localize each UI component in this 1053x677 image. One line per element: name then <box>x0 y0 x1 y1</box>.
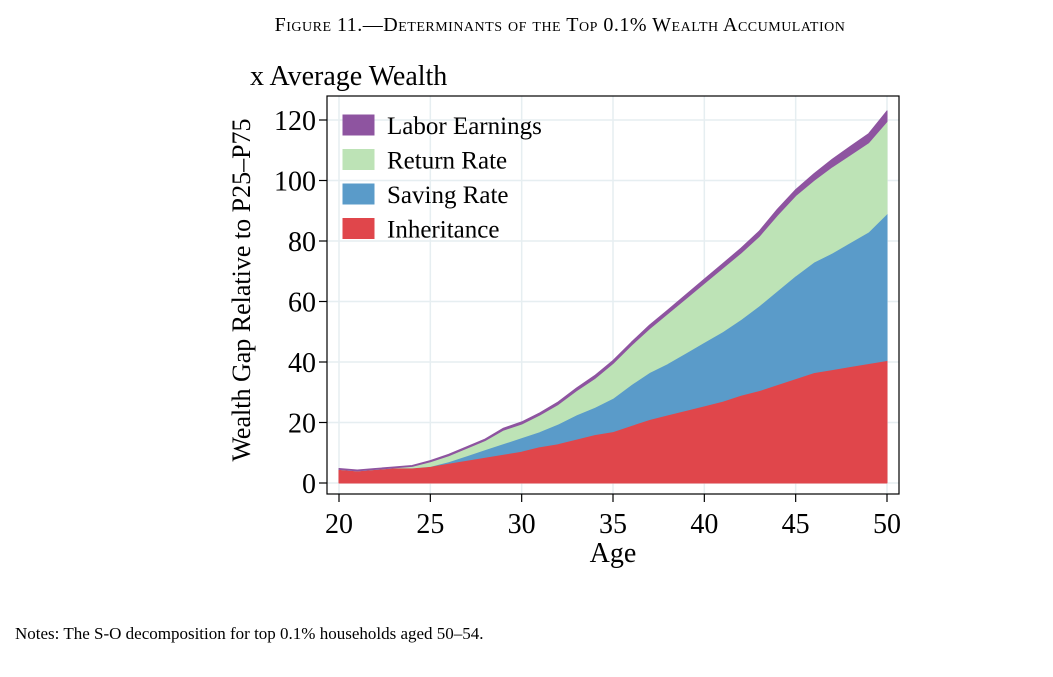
y-tick-label: 120 <box>274 106 316 137</box>
legend-label-saving-rate: Saving Rate <box>387 182 509 209</box>
x-tick-label: 20 <box>325 509 353 540</box>
x-tick-label: 30 <box>508 509 536 540</box>
x-tick-label: 35 <box>599 509 627 540</box>
legend-label-return-rate: Return Rate <box>387 148 507 175</box>
y-tick-label: 20 <box>288 409 316 440</box>
y-tick-label: 100 <box>274 167 316 198</box>
area-series <box>338 110 888 484</box>
legend-swatch-labor-earnings <box>342 114 375 136</box>
figure-notes: Notes: The S-O decomposition for top 0.1… <box>15 624 484 643</box>
x-axis-label: Age <box>590 538 637 569</box>
legend-label-inheritance: Inheritance <box>387 217 499 244</box>
legend-label-labor-earnings: Labor Earnings <box>387 113 542 140</box>
y-tick-label: 80 <box>288 227 316 258</box>
y-tick-label: 0 <box>302 469 316 500</box>
y-axis-label: Wealth Gap Relative to P25–P75 <box>227 118 256 461</box>
legend-swatch-inheritance <box>342 218 375 239</box>
x-tick-label: 45 <box>782 509 810 540</box>
chart-legend: Labor Earnings Return Rate Saving Rate Inhe… <box>342 113 542 244</box>
area-labor-earnings <box>338 110 888 472</box>
x-tick-label: 50 <box>873 509 901 540</box>
chart-subtitle: x Average Wealth <box>250 61 447 92</box>
x-axis-ticks: 20 25 30 35 40 45 50 <box>325 494 901 540</box>
x-tick-label: 40 <box>690 509 718 540</box>
legend-swatch-return-rate <box>342 149 375 170</box>
x-tick-label: 25 <box>416 509 444 540</box>
legend-swatch-saving-rate <box>342 183 375 205</box>
y-axis-ticks: 0 20 40 60 80 100 120 <box>274 106 327 500</box>
y-tick-label: 60 <box>288 288 316 319</box>
y-tick-label: 40 <box>288 348 316 379</box>
figure-title: Figure 11.—Determinants of the Top 0.1% … <box>274 14 846 36</box>
